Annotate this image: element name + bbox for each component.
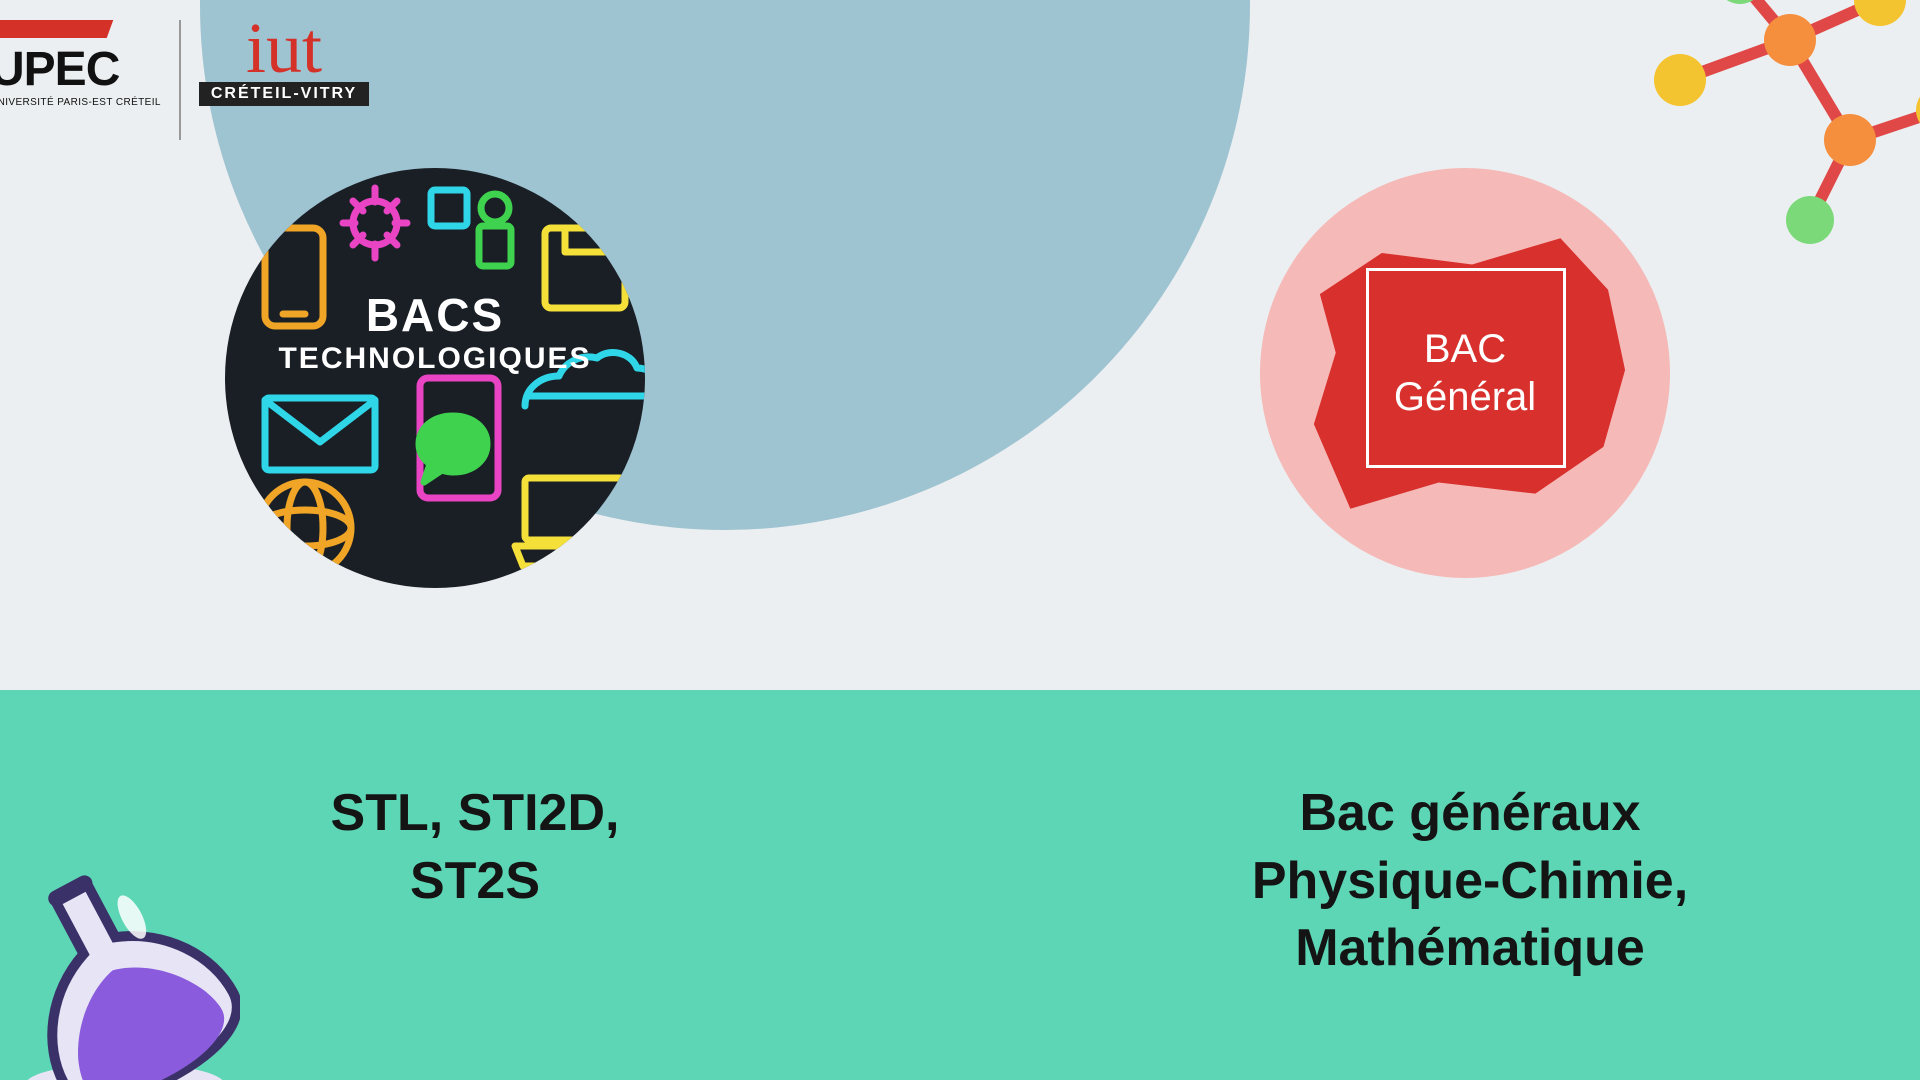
band-left-text: STL, STI2D, ST2S [245, 780, 705, 915]
upec-logo-subtext: UNIVERSITÉ PARIS-EST CRÉTEIL [0, 97, 161, 108]
gen-circle-label: BAC Général [1260, 168, 1670, 578]
band-left-line2: ST2S [245, 848, 705, 916]
bac-general-circle: BAC Général [1260, 168, 1670, 578]
band-right-text: Bac généraux Physique-Chimie, Mathématiq… [1210, 780, 1730, 983]
iut-logo-text: iut [246, 20, 322, 78]
upec-logo: UPEC UNIVERSITÉ PARIS-EST CRÉTEIL [0, 20, 161, 108]
bottom-band: STL, STI2D, ST2S Bac généraux Physique-C… [0, 690, 1920, 1080]
tech-neon-icons [225, 168, 645, 588]
flask-icon [10, 860, 240, 1080]
iut-logo: iut CRÉTEIL-VITRY [199, 20, 369, 106]
upec-red-bar [0, 20, 113, 38]
bacs-technologiques-circle: BACS TECHNOLOGIQUES [225, 168, 645, 588]
band-right-line2: Physique-Chimie, [1210, 848, 1730, 916]
tech-circle-line2: TECHNOLOGIQUES [225, 342, 645, 376]
band-left-line1: STL, STI2D, [245, 780, 705, 848]
logo-divider [179, 20, 181, 140]
gen-circle-line1: BAC [1424, 325, 1506, 373]
logos-group: UPEC UNIVERSITÉ PARIS-EST CRÉTEIL iut CR… [0, 20, 369, 140]
tech-circle-label: BACS TECHNOLOGIQUES [225, 288, 645, 376]
gen-circle-line2: Général [1394, 373, 1536, 421]
band-right-line1: Bac généraux [1210, 780, 1730, 848]
upec-logo-text: UPEC [0, 42, 119, 97]
iut-logo-badge: CRÉTEIL-VITRY [199, 82, 369, 106]
band-right-line3: Mathématique [1210, 915, 1730, 983]
tech-circle-line1: BACS [225, 288, 645, 342]
